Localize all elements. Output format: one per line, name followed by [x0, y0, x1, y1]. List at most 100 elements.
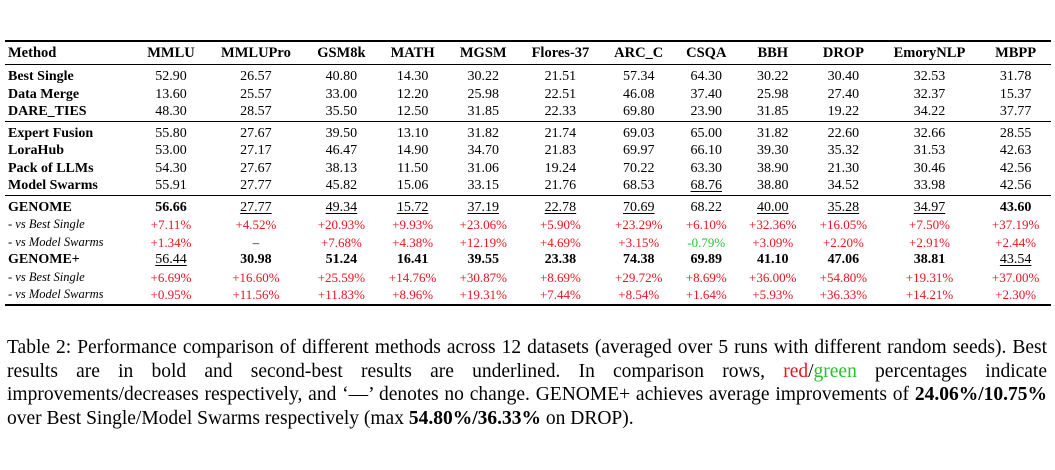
delta-cell: +2.20% — [822, 234, 864, 250]
method-name-cell: Pack of LLMs — [8, 160, 94, 176]
delta-cell: +4.52% — [235, 217, 277, 232]
score-cell: 57.34 — [602, 64, 676, 86]
score-cell: 39.30 — [757, 143, 789, 158]
table-row: Expert Fusion 55.80 27.67 39.50 13.10 31.82 21… — [5, 120, 1051, 142]
delta-cell: +6.10% — [685, 217, 727, 232]
score-cell: 37.19 — [447, 194, 519, 216]
score-cell: 32.66 — [878, 120, 981, 142]
delta-cell: +8.69% — [685, 269, 727, 285]
delta-cell: +2.30% — [980, 286, 1051, 306]
method-name-cell: - vs Best Single — [8, 269, 85, 284]
method-name-cell: Model Swarms — [8, 178, 98, 193]
score-cell: 30.40 — [808, 64, 879, 86]
score-cell: 11.50 — [397, 160, 429, 176]
caption-text-3: over Best Single/Model Swarms respective… — [7, 407, 409, 429]
delta-cell: +1.64% — [675, 286, 738, 306]
method-name-cell: Data Merge — [8, 86, 80, 102]
delta-cell: +19.31% — [447, 286, 519, 306]
caption-red-word: red — [783, 360, 809, 382]
score-cell: 37.77 — [999, 104, 1032, 119]
column-header: CSQA — [675, 40, 738, 65]
delta-cell: +16.60% — [232, 269, 280, 285]
delta-cell: +5.93% — [737, 286, 809, 306]
delta-cell: +29.72% — [614, 269, 663, 285]
score-cell: 64.30 — [675, 64, 738, 86]
score-cell: 27.67 — [206, 120, 306, 142]
delta-cell: +7.44% — [518, 286, 603, 306]
score-cell: 15.06 — [396, 178, 429, 193]
delta-cell: +0.95% — [135, 286, 207, 306]
score-cell: 27.67 — [240, 160, 272, 176]
caption-avg-improvement: 24.06%/10.75% — [914, 384, 1047, 405]
score-cell: 23.90 — [690, 104, 723, 119]
score-cell: 25.98 — [467, 86, 499, 102]
score-cell: 34.52 — [827, 178, 860, 193]
score-cell: 47.06 — [827, 252, 860, 267]
score-cell: 42.56 — [999, 178, 1032, 193]
score-cell: 25.98 — [757, 86, 789, 102]
caption-text-4: on DROP). — [541, 407, 634, 429]
delta-cell: +2.91% — [909, 234, 950, 250]
score-cell: 51.24 — [325, 252, 358, 267]
score-cell: 34.70 — [467, 143, 499, 158]
table-row: Pack of LLMs 54.30 27.67 38.13 11.50 31.06 19.… — [5, 160, 1051, 178]
score-cell: 56.66 — [135, 194, 207, 216]
delta-cell: +36.33% — [808, 286, 879, 306]
score-cell: 48.30 — [155, 104, 187, 119]
score-cell: 13.10 — [377, 120, 448, 142]
delta-cell: +30.87% — [459, 269, 507, 285]
score-cell: 34.22 — [913, 104, 946, 119]
score-cell: 37.40 — [690, 86, 723, 102]
column-header: MBPP — [980, 40, 1051, 65]
score-cell: 70.22 — [622, 160, 655, 176]
score-cell: 55.91 — [155, 178, 187, 193]
score-cell: 31.53 — [913, 143, 946, 158]
score-cell: 26.57 — [206, 64, 306, 86]
delta-cell: +3.15% — [618, 234, 660, 250]
delta-cell: +8.96% — [377, 286, 448, 306]
score-cell: 33.00 — [325, 86, 358, 102]
score-cell: 31.85 — [757, 104, 789, 119]
score-cell: 68.53 — [622, 178, 655, 193]
score-cell: 19.24 — [544, 160, 577, 176]
score-cell: 43.54 — [999, 252, 1032, 267]
score-cell: 65.00 — [675, 120, 738, 142]
score-cell: 46.47 — [325, 143, 358, 158]
comparison-row: - vs Best Single +7.11% +4.52% +20.93% +9.93… — [5, 216, 1051, 234]
score-cell: 38.80 — [757, 178, 789, 193]
delta-cell: +5.90% — [539, 217, 581, 232]
score-cell: 28.55 — [980, 120, 1051, 142]
score-cell: 68.76 — [690, 178, 723, 193]
score-cell: 34.97 — [878, 194, 981, 216]
score-cell: 12.50 — [396, 104, 429, 119]
delta-cell: +11.56% — [206, 286, 306, 306]
table-row: Model Swarms 55.91 27.77 45.82 15.06 33.15 21.… — [5, 177, 1051, 195]
delta-cell: +32.36% — [749, 217, 797, 232]
score-cell: 74.38 — [622, 252, 655, 267]
score-cell: 35.32 — [827, 143, 860, 158]
delta-cell: +37.00% — [991, 269, 1040, 285]
score-cell: 45.82 — [325, 178, 358, 193]
delta-cell: +54.80% — [819, 269, 868, 285]
score-cell: 25.57 — [240, 86, 272, 102]
table-body: Best Single 52.90 26.57 40.80 14.30 30.22 21.5… — [5, 64, 1051, 306]
score-cell: 70.69 — [602, 194, 676, 216]
score-cell: 21.83 — [544, 143, 577, 158]
score-cell: 54.30 — [155, 160, 187, 176]
method-name-cell: LoraHub — [8, 143, 65, 158]
delta-cell: +20.93% — [317, 217, 366, 232]
delta-cell: +12.19% — [459, 234, 507, 250]
score-cell: 38.81 — [913, 252, 946, 267]
table-row: GENOME 56.66 27.77 49.34 15.72 37.19 22.78 70.6… — [5, 194, 1051, 216]
score-cell: 31.82 — [447, 120, 519, 142]
comparison-row: - vs Model Swarms +0.95% +11.56% +11.83% +8.… — [5, 286, 1051, 306]
column-header: BBH — [737, 40, 809, 65]
column-header: MGSM — [447, 40, 519, 65]
table-caption: Table 2: Performance comparison of diffe… — [7, 336, 1047, 430]
delta-cell: +25.59% — [317, 269, 366, 285]
score-cell: 30.22 — [447, 64, 519, 86]
score-cell: 32.53 — [878, 64, 981, 86]
column-header-method: Method — [5, 40, 136, 65]
column-header: DROP — [808, 40, 879, 65]
method-name-cell: GENOME — [5, 194, 136, 216]
